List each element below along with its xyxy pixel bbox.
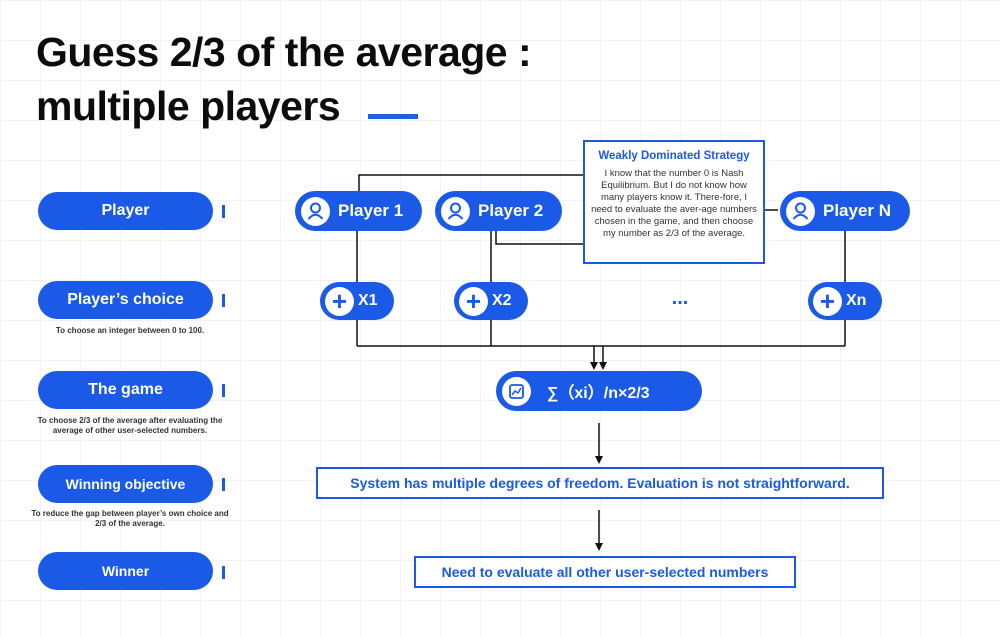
row-note-choice: To choose an integer between 0 to 100.: [55, 326, 205, 335]
row-tick-player: [222, 205, 225, 218]
annotation-title: Weakly Dominated Strategy: [598, 150, 750, 162]
player-node-n: Player N: [780, 191, 910, 231]
player-label: Player 1: [338, 201, 404, 220]
choice-node-xn: + Xn: [808, 282, 882, 320]
plus-icon: +: [813, 286, 842, 316]
row-label-choice: Player’s choice: [38, 281, 213, 319]
choice-node-x2: + X2: [454, 282, 528, 320]
row-label-player: Player: [38, 192, 213, 230]
choice-label: Xn: [846, 292, 867, 309]
row-label-game: The game: [38, 371, 213, 409]
ellipsis: ...: [671, 287, 689, 309]
row-note-game: To choose 2/3 of the average after evalu…: [37, 416, 223, 435]
annotation-link-player-1: [358, 174, 583, 191]
page-title-line-2: multiple players: [36, 83, 341, 129]
plus-icon: +: [459, 286, 488, 316]
row-tick-objective: [222, 478, 225, 491]
choice-label: X1: [358, 292, 378, 309]
choice-node-x1: + X1: [320, 282, 394, 320]
row-note-objective: To reduce the gap between player’s own c…: [31, 509, 229, 528]
player-label: Player 2: [478, 201, 544, 220]
choice-label: X2: [492, 292, 512, 309]
row-tick-choice: [222, 294, 225, 307]
player-node-2: Player 2: [435, 191, 562, 231]
winner-box: Need to evaluate all other user-selected…: [414, 556, 796, 588]
user-icon: [786, 196, 815, 226]
row-label-winner: Winner: [38, 552, 213, 590]
annotation-box: Weakly Dominated Strategy I know that th…: [583, 140, 765, 264]
title-accent-bar: [368, 114, 418, 119]
user-icon: [301, 196, 330, 226]
user-icon: [441, 196, 470, 226]
objective-box: System has multiple degrees of freedom. …: [316, 467, 884, 499]
annotation-body: I know that the number 0 is Nash Equilib…: [591, 168, 757, 239]
row-label-objective: Winning objective: [38, 465, 213, 503]
player-label: Player N: [823, 201, 892, 220]
annotation-link-player-2: [495, 230, 583, 245]
row-tick-game: [222, 384, 225, 397]
page-title-line-1: Guess 2/3 of the average :: [36, 29, 532, 75]
chart-icon: [502, 376, 531, 406]
plus-icon: +: [325, 286, 354, 316]
row-tick-winner: [222, 566, 225, 579]
game-formula: ∑（xi）/n×2/3: [547, 385, 650, 402]
player-node-1: Player 1: [295, 191, 422, 231]
game-formula-node: ∑（xi）/n×2/3: [496, 371, 702, 411]
